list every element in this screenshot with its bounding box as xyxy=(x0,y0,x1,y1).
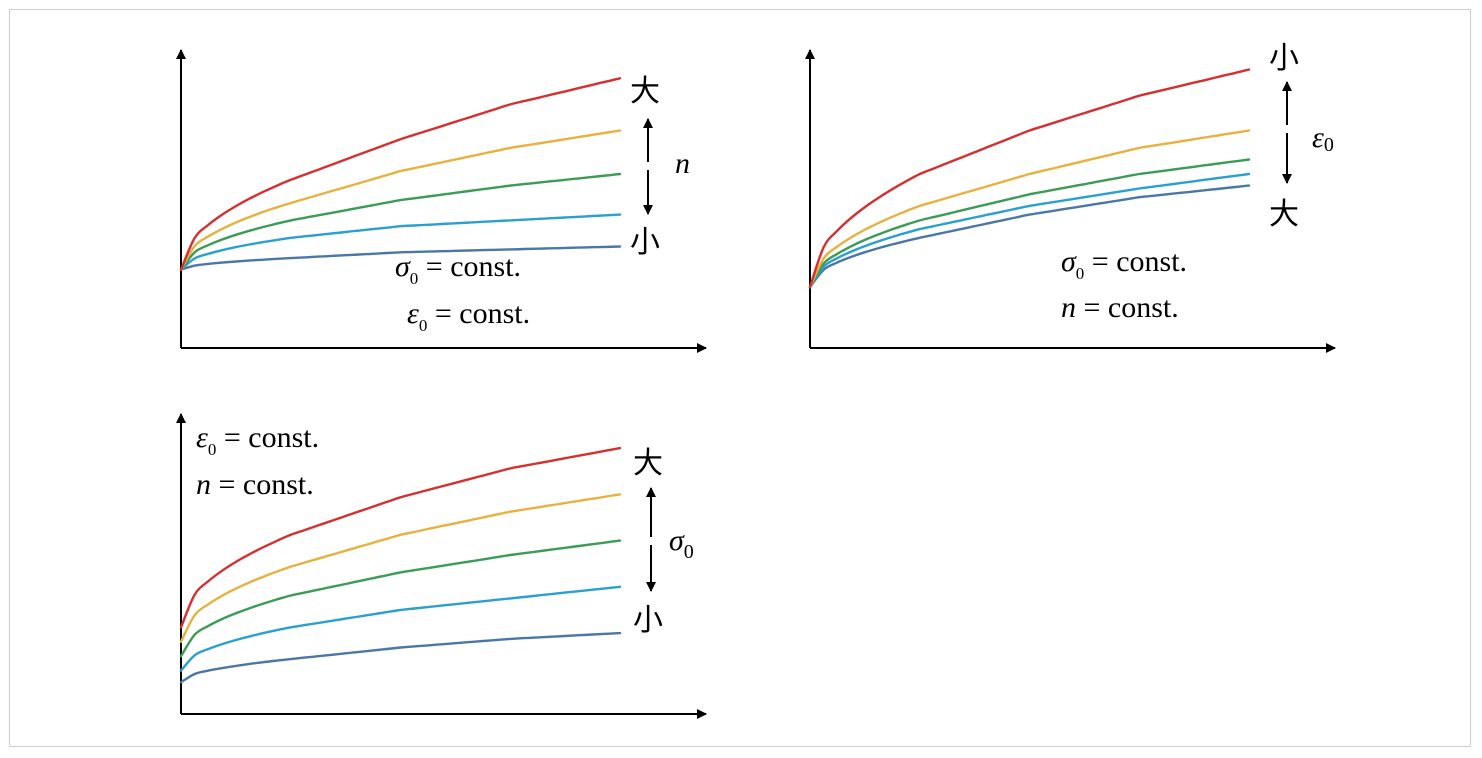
condition-1: ε0 = const. xyxy=(196,421,319,459)
condition-2: ε0 = const. xyxy=(407,297,530,335)
condition-2: n = const. xyxy=(196,468,314,501)
series-line-1 xyxy=(179,77,622,271)
top-label: 大 xyxy=(633,446,663,481)
series-line-3 xyxy=(808,158,1251,289)
bottom-label: 小 xyxy=(633,603,663,638)
bottom-label: 大 xyxy=(1269,197,1299,232)
curves xyxy=(808,68,1251,289)
bottom-label: 小 xyxy=(630,225,660,260)
arrow-variable-label: σ0 xyxy=(669,524,694,563)
series-line-5 xyxy=(808,184,1251,289)
series-line-5 xyxy=(179,631,622,684)
top-label: 大 xyxy=(630,74,660,109)
series-line-5 xyxy=(179,245,622,271)
series-line-4 xyxy=(179,213,622,271)
panel-n: 大 n 小 σ0 = const. ε0 = const. xyxy=(176,49,707,353)
figure-frame xyxy=(9,9,1471,747)
top-label: 小 xyxy=(1269,41,1299,76)
series-line-2 xyxy=(179,129,622,271)
arrow-variable-label: ε0 xyxy=(1312,121,1334,156)
series-line-3 xyxy=(179,172,622,271)
series-line-2 xyxy=(179,493,622,643)
series-line-2 xyxy=(808,129,1251,289)
series-line-3 xyxy=(179,539,622,658)
series-line-1 xyxy=(179,446,622,629)
series-line-4 xyxy=(808,172,1251,289)
panel-sigma0: 大 σ0 小 ε0 = const. n = const. xyxy=(176,413,707,719)
arrow-variable-label: n xyxy=(675,147,690,180)
curves xyxy=(179,77,622,271)
condition-1: σ0 = const. xyxy=(1061,245,1187,283)
condition-2: n = const. xyxy=(1061,291,1179,324)
panel-epsilon0: 小 ε0 大 σ0 = const. n = const. xyxy=(805,41,1336,353)
curves xyxy=(179,446,622,684)
series-line-4 xyxy=(179,585,622,672)
series-line-1 xyxy=(808,68,1251,289)
condition-1: σ0 = const. xyxy=(395,250,521,288)
